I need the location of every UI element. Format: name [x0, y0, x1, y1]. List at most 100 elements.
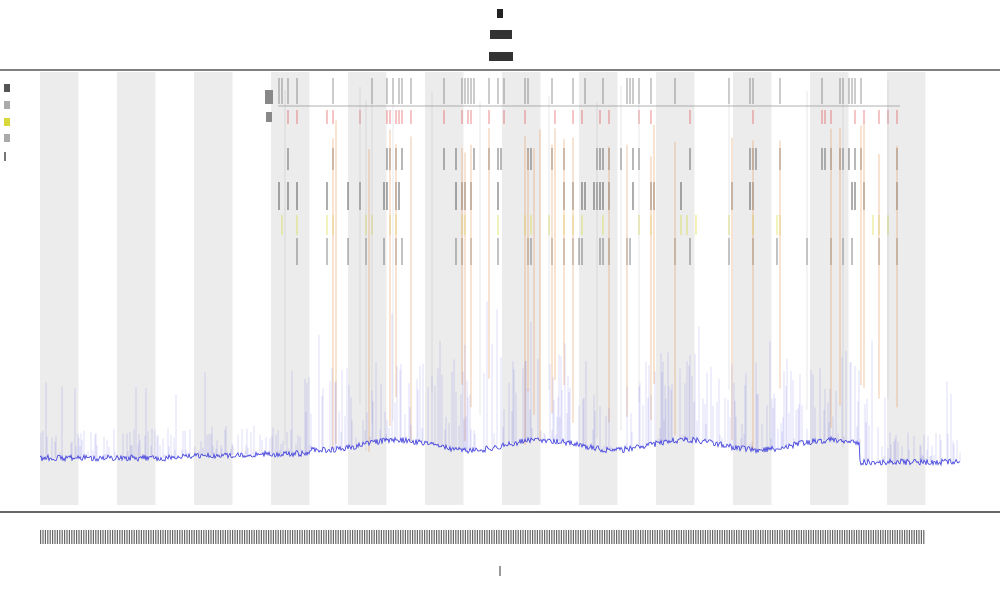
x-tick-label: [805, 530, 807, 544]
x-tick-label: [268, 530, 270, 544]
legend-swatch-5: [4, 152, 6, 161]
x-tick-label: [352, 530, 354, 544]
x-tick-label: [592, 530, 594, 544]
x-tick-label: [556, 530, 558, 544]
x-tick-label: [836, 530, 838, 544]
x-tick-label: [678, 530, 680, 544]
x-tick-label: [428, 530, 430, 544]
x-tick-label: [923, 530, 925, 544]
annotation-mark-1: [265, 90, 273, 104]
x-tick-label: [810, 530, 812, 544]
x-tick-label: [892, 530, 894, 544]
x-tick-label: [829, 530, 831, 544]
x-tick-label: [95, 530, 97, 544]
x-tick-label: [572, 530, 574, 544]
x-tick-label: [604, 530, 606, 544]
x-tick-label: [781, 530, 783, 544]
x-tick-label: [875, 530, 877, 544]
x-tick-label: [601, 530, 603, 544]
x-tick-label: [71, 530, 73, 544]
series-lines: [39, 301, 961, 467]
x-tick-label: [299, 530, 301, 544]
series-line: [39, 435, 961, 467]
title-block: [489, 9, 513, 61]
x-tick-label: [632, 530, 634, 544]
x-tick-label: [143, 530, 145, 544]
x-tick-label: [88, 530, 90, 544]
x-tick-label: [858, 530, 860, 544]
x-tick-label: [522, 530, 524, 544]
x-tick-label: [901, 530, 903, 544]
x-tick-label: [323, 530, 325, 544]
x-tick-label: [798, 530, 800, 544]
x-tick-label: [731, 530, 733, 544]
band-6: [502, 72, 541, 505]
x-tick-label: [359, 530, 361, 544]
x-tick-label: [568, 530, 570, 544]
x-tick-label: [767, 530, 769, 544]
x-tick-label: [654, 530, 656, 544]
x-tick-label: [841, 530, 843, 544]
x-tick-label: [54, 530, 56, 544]
x-tick-label: [109, 530, 111, 544]
x-tick-label: [371, 530, 373, 544]
x-tick-label: [332, 530, 334, 544]
x-tick-label: [438, 530, 440, 544]
x-tick-label: [164, 530, 166, 544]
x-tick-label: [306, 530, 308, 544]
x-tick-label: [80, 530, 82, 544]
x-tick-label: [443, 530, 445, 544]
band-2: [194, 72, 233, 505]
x-tick-label: [529, 530, 531, 544]
x-tick-label: [623, 530, 625, 544]
x-tick-label: [587, 530, 589, 544]
x-tick-label: [748, 530, 750, 544]
x-tick-label: [570, 530, 572, 544]
x-tick-label: [889, 530, 891, 544]
x-tick-label: [532, 530, 534, 544]
x-tick-label: [834, 530, 836, 544]
x-tick-label: [128, 530, 130, 544]
x-tick-label: [400, 530, 402, 544]
x-tick-label: [102, 530, 104, 544]
x-tick-label: [133, 530, 135, 544]
x-tick-label: [764, 530, 766, 544]
x-tick-label: [558, 530, 560, 544]
x-tick-label: [364, 530, 366, 544]
x-tick-label: [877, 530, 879, 544]
x-tick-label: [817, 530, 819, 544]
x-tick-label: [217, 530, 219, 544]
x-tick-label: [832, 530, 834, 544]
x-tick-label: [373, 530, 375, 544]
x-tick-label: [647, 530, 649, 544]
x-tick-label: [498, 530, 500, 544]
x-tick-label: [803, 530, 805, 544]
x-tick-label: [436, 530, 438, 544]
x-tick-label: [236, 530, 238, 544]
x-tick-label: [774, 530, 776, 544]
x-tick-label: [796, 530, 798, 544]
x-tick-label: [251, 530, 253, 544]
x-tick-label: [616, 530, 618, 544]
x-tick-label: [820, 530, 822, 544]
x-tick-label: [539, 530, 541, 544]
x-tick-label: [112, 530, 114, 544]
x-tick-label: [680, 530, 682, 544]
x-tick-label: [462, 530, 464, 544]
x-tick-label: [642, 530, 644, 544]
x-tick-label: [277, 530, 279, 544]
x-tick-label: [56, 530, 58, 544]
x-tick-label: [752, 530, 754, 544]
x-tick-label: [464, 530, 466, 544]
x-tick-label: [275, 530, 277, 544]
x-tick-label: [385, 530, 387, 544]
x-tick-label: [68, 530, 70, 544]
x-tick-label: [78, 530, 80, 544]
x-tick-label: [474, 530, 476, 544]
x-tick-label: [215, 530, 217, 544]
x-tick-label: [467, 530, 469, 544]
x-tick-label: [184, 530, 186, 544]
x-tick-label: [460, 530, 462, 544]
x-tick-label: [793, 530, 795, 544]
